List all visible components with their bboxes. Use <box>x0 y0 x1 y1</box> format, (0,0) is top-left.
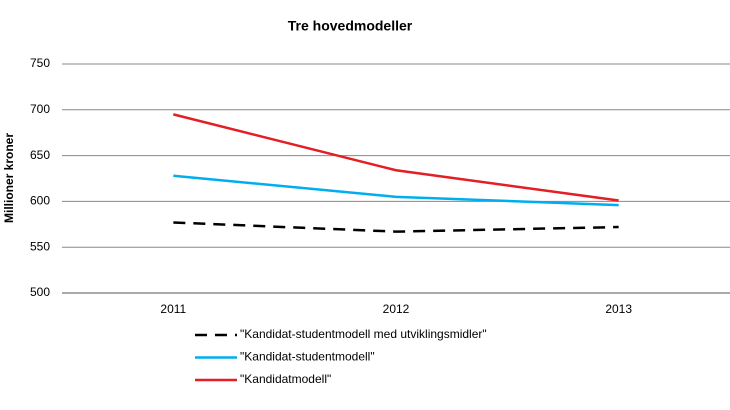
chart-title: Tre hovedmodeller <box>288 18 413 34</box>
x-tick-label: 2013 <box>605 302 632 316</box>
y-tick-label: 550 <box>30 239 50 253</box>
series-line <box>173 113 619 202</box>
y-axis-label: Millioner kroner <box>2 133 16 223</box>
legend-label: "Kandidatmodell" <box>240 372 331 386</box>
x-tick-label: 2011 <box>160 302 186 316</box>
y-tick-label: 650 <box>30 148 50 162</box>
x-tick-label: 2012 <box>383 302 410 316</box>
series-line <box>173 174 619 207</box>
y-tick-label: 600 <box>30 194 50 208</box>
y-tick-label: 750 <box>30 56 50 70</box>
legend-label: "Kandidat-studentmodell med utviklingsmi… <box>240 327 487 341</box>
legend-label: "Kandidat-studentmodell" <box>240 350 375 364</box>
series-line <box>173 221 619 233</box>
y-tick-label: 500 <box>30 285 50 299</box>
y-tick-label: 700 <box>30 102 50 116</box>
